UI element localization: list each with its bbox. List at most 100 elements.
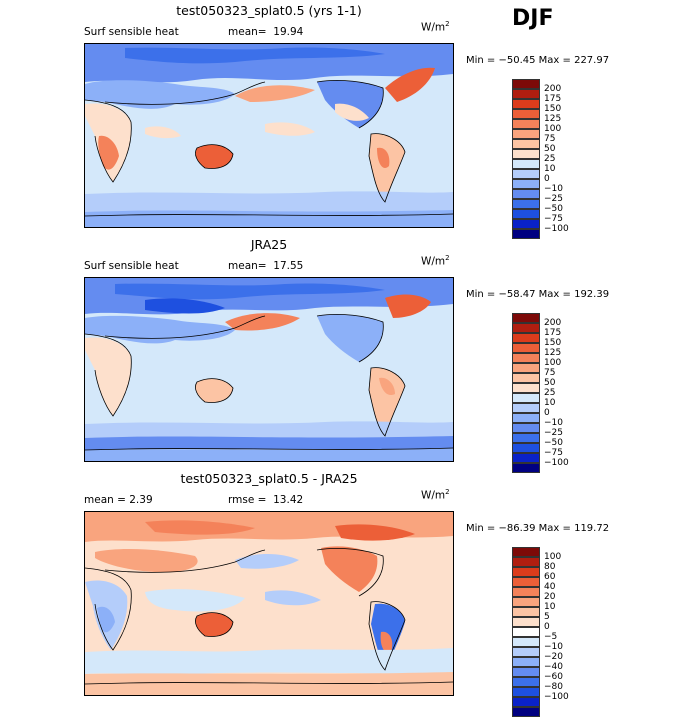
- colorbar-tick-label: −75: [544, 214, 563, 224]
- panel-difference: test050323_splat0.5 - JRA25 mean = 2.39 …: [0, 468, 700, 717]
- mean-label: mean = 2.39: [84, 494, 153, 506]
- season-label: DJF: [512, 6, 554, 31]
- colorbar: 200 175 150 125 100 75 50 25 10 0 −10 −25 −50 −75 −100: [512, 79, 569, 239]
- colorbar-swatch: [512, 99, 540, 109]
- colorbar-swatch: [512, 109, 540, 119]
- colorbar-tick-label: −100: [544, 692, 569, 702]
- colorbar-swatch: [512, 313, 540, 323]
- colorbar-tick-label: 0: [544, 408, 550, 418]
- colorbar-swatch: [512, 617, 540, 627]
- panel-title: test050323_splat0.5 - JRA25: [180, 471, 358, 486]
- colorbar-tick-label: −100: [544, 224, 569, 234]
- colorbar-tick-label: 75: [544, 134, 556, 144]
- stat-label: mean= 17.55: [228, 260, 304, 272]
- colorbar-swatch: [512, 169, 540, 179]
- map-difference: [84, 511, 454, 696]
- colorbar-tick-label: −60: [544, 672, 563, 682]
- colorbar-tick-label: 125: [544, 114, 562, 124]
- min-max-label: Min = −58.47 Max = 192.39: [466, 289, 610, 300]
- colorbar-swatch: [512, 627, 540, 637]
- colorbar-tick-label: 175: [544, 328, 562, 338]
- colorbar-tick-label: 10: [544, 398, 556, 408]
- colorbar-tick-label: −75: [544, 448, 563, 458]
- colorbar-tick-label: 100: [544, 552, 562, 562]
- colorbar-tick-label: 0: [544, 174, 550, 184]
- variable-label: Surf sensible heat: [84, 26, 179, 38]
- colorbar-swatch: [512, 587, 540, 597]
- colorbar-tick-label: 75: [544, 368, 556, 378]
- colorbar-swatch: [512, 637, 540, 647]
- colorbar: 200 175 150 125 100 75 50 25 10 0 −10 −25 −50 −75 −100: [512, 313, 569, 473]
- colorbar-swatch: [512, 657, 540, 667]
- colorbar-swatch: [512, 547, 540, 557]
- colorbar-tick-label: 25: [544, 154, 556, 164]
- colorbar-tick-label: 80: [544, 562, 556, 572]
- stat-label: mean= 19.94: [228, 26, 304, 38]
- colorbar-tick-label: −100: [544, 458, 569, 468]
- colorbar-tick-label: 50: [544, 144, 556, 154]
- colorbar-tick-label: 100: [544, 358, 562, 368]
- colorbar-swatch: [512, 557, 540, 567]
- colorbar-tick-label: 200: [544, 84, 562, 94]
- colorbar-swatch: [512, 139, 540, 149]
- colorbar-tick-label: 175: [544, 94, 562, 104]
- colorbar-swatch: [512, 209, 540, 219]
- colorbar-tick-label: 50: [544, 378, 556, 388]
- colorbar-tick-label: 40: [544, 582, 556, 592]
- colorbar-tick-label: −25: [544, 194, 563, 204]
- colorbar-swatch: [512, 687, 540, 697]
- colorbar-swatch: [512, 707, 540, 717]
- colorbar-swatch: [512, 413, 540, 423]
- colorbar-tick-label: 125: [544, 348, 562, 358]
- min-max-label: Min = −50.45 Max = 227.97: [466, 55, 610, 66]
- colorbar-tick-label: 150: [544, 104, 562, 114]
- colorbar-swatch: [512, 159, 540, 169]
- colorbar-swatch: [512, 199, 540, 209]
- colorbar-swatch: [512, 647, 540, 657]
- colorbar-swatch: [512, 323, 540, 333]
- colorbar-swatch: [512, 333, 540, 343]
- colorbar-swatch: [512, 433, 540, 443]
- colorbar-swatch: [512, 577, 540, 587]
- colorbar-tick-label: −5: [544, 632, 558, 642]
- colorbar-swatch: [512, 189, 540, 199]
- colorbar-tick-label: −80: [544, 682, 563, 692]
- panel-title: JRA25: [250, 237, 288, 252]
- variable-label: Surf sensible heat: [84, 260, 179, 272]
- colorbar-swatch: [512, 149, 540, 159]
- colorbar-tick-label: −40: [544, 662, 563, 672]
- rmse-label: rmse = 13.42: [228, 494, 304, 506]
- colorbar-swatch: [512, 383, 540, 393]
- colorbar-swatch: [512, 403, 540, 413]
- colorbar-swatch: [512, 79, 540, 89]
- colorbar-swatch: [512, 607, 540, 617]
- units-label: W/m2: [421, 254, 450, 268]
- colorbar-tick-label: −10: [544, 642, 563, 652]
- units-label: W/m2: [421, 488, 450, 502]
- colorbar-swatch: [512, 89, 540, 99]
- colorbar-swatch: [512, 697, 540, 707]
- colorbar-swatch: [512, 677, 540, 687]
- colorbar-tick-label: −10: [544, 418, 563, 428]
- colorbar-swatch: [512, 373, 540, 383]
- colorbar-tick-label: −25: [544, 428, 563, 438]
- colorbar-swatch: [512, 129, 540, 139]
- panel-title: test050323_splat0.5 (yrs 1-1): [176, 3, 362, 18]
- colorbar-tick-label: −50: [544, 438, 563, 448]
- colorbar-swatch: [512, 463, 540, 473]
- colorbar-tick-label: 60: [544, 572, 556, 582]
- colorbar-swatch: [512, 667, 540, 677]
- units-label: W/m2: [421, 20, 450, 34]
- colorbar-swatch: [512, 179, 540, 189]
- colorbar-swatch: [512, 453, 540, 463]
- colorbar-tick-label: −20: [544, 652, 563, 662]
- colorbar-swatch: [512, 597, 540, 607]
- colorbar: 100 80 60 40 20 10 5 0 −5 −10 −20 −40 −60 −80 −100: [512, 547, 569, 717]
- colorbar-swatch: [512, 353, 540, 363]
- colorbar-tick-label: 10: [544, 164, 556, 174]
- panel-model: test050323_splat0.5 (yrs 1-1) Surf sensi…: [0, 0, 700, 239]
- colorbar-tick-label: 100: [544, 124, 562, 134]
- panel-reanalysis: JRA25 Surf sensible heat mean= 17.55 W/m…: [0, 234, 700, 473]
- map-model: [84, 43, 454, 228]
- colorbar-tick-label: −10: [544, 184, 563, 194]
